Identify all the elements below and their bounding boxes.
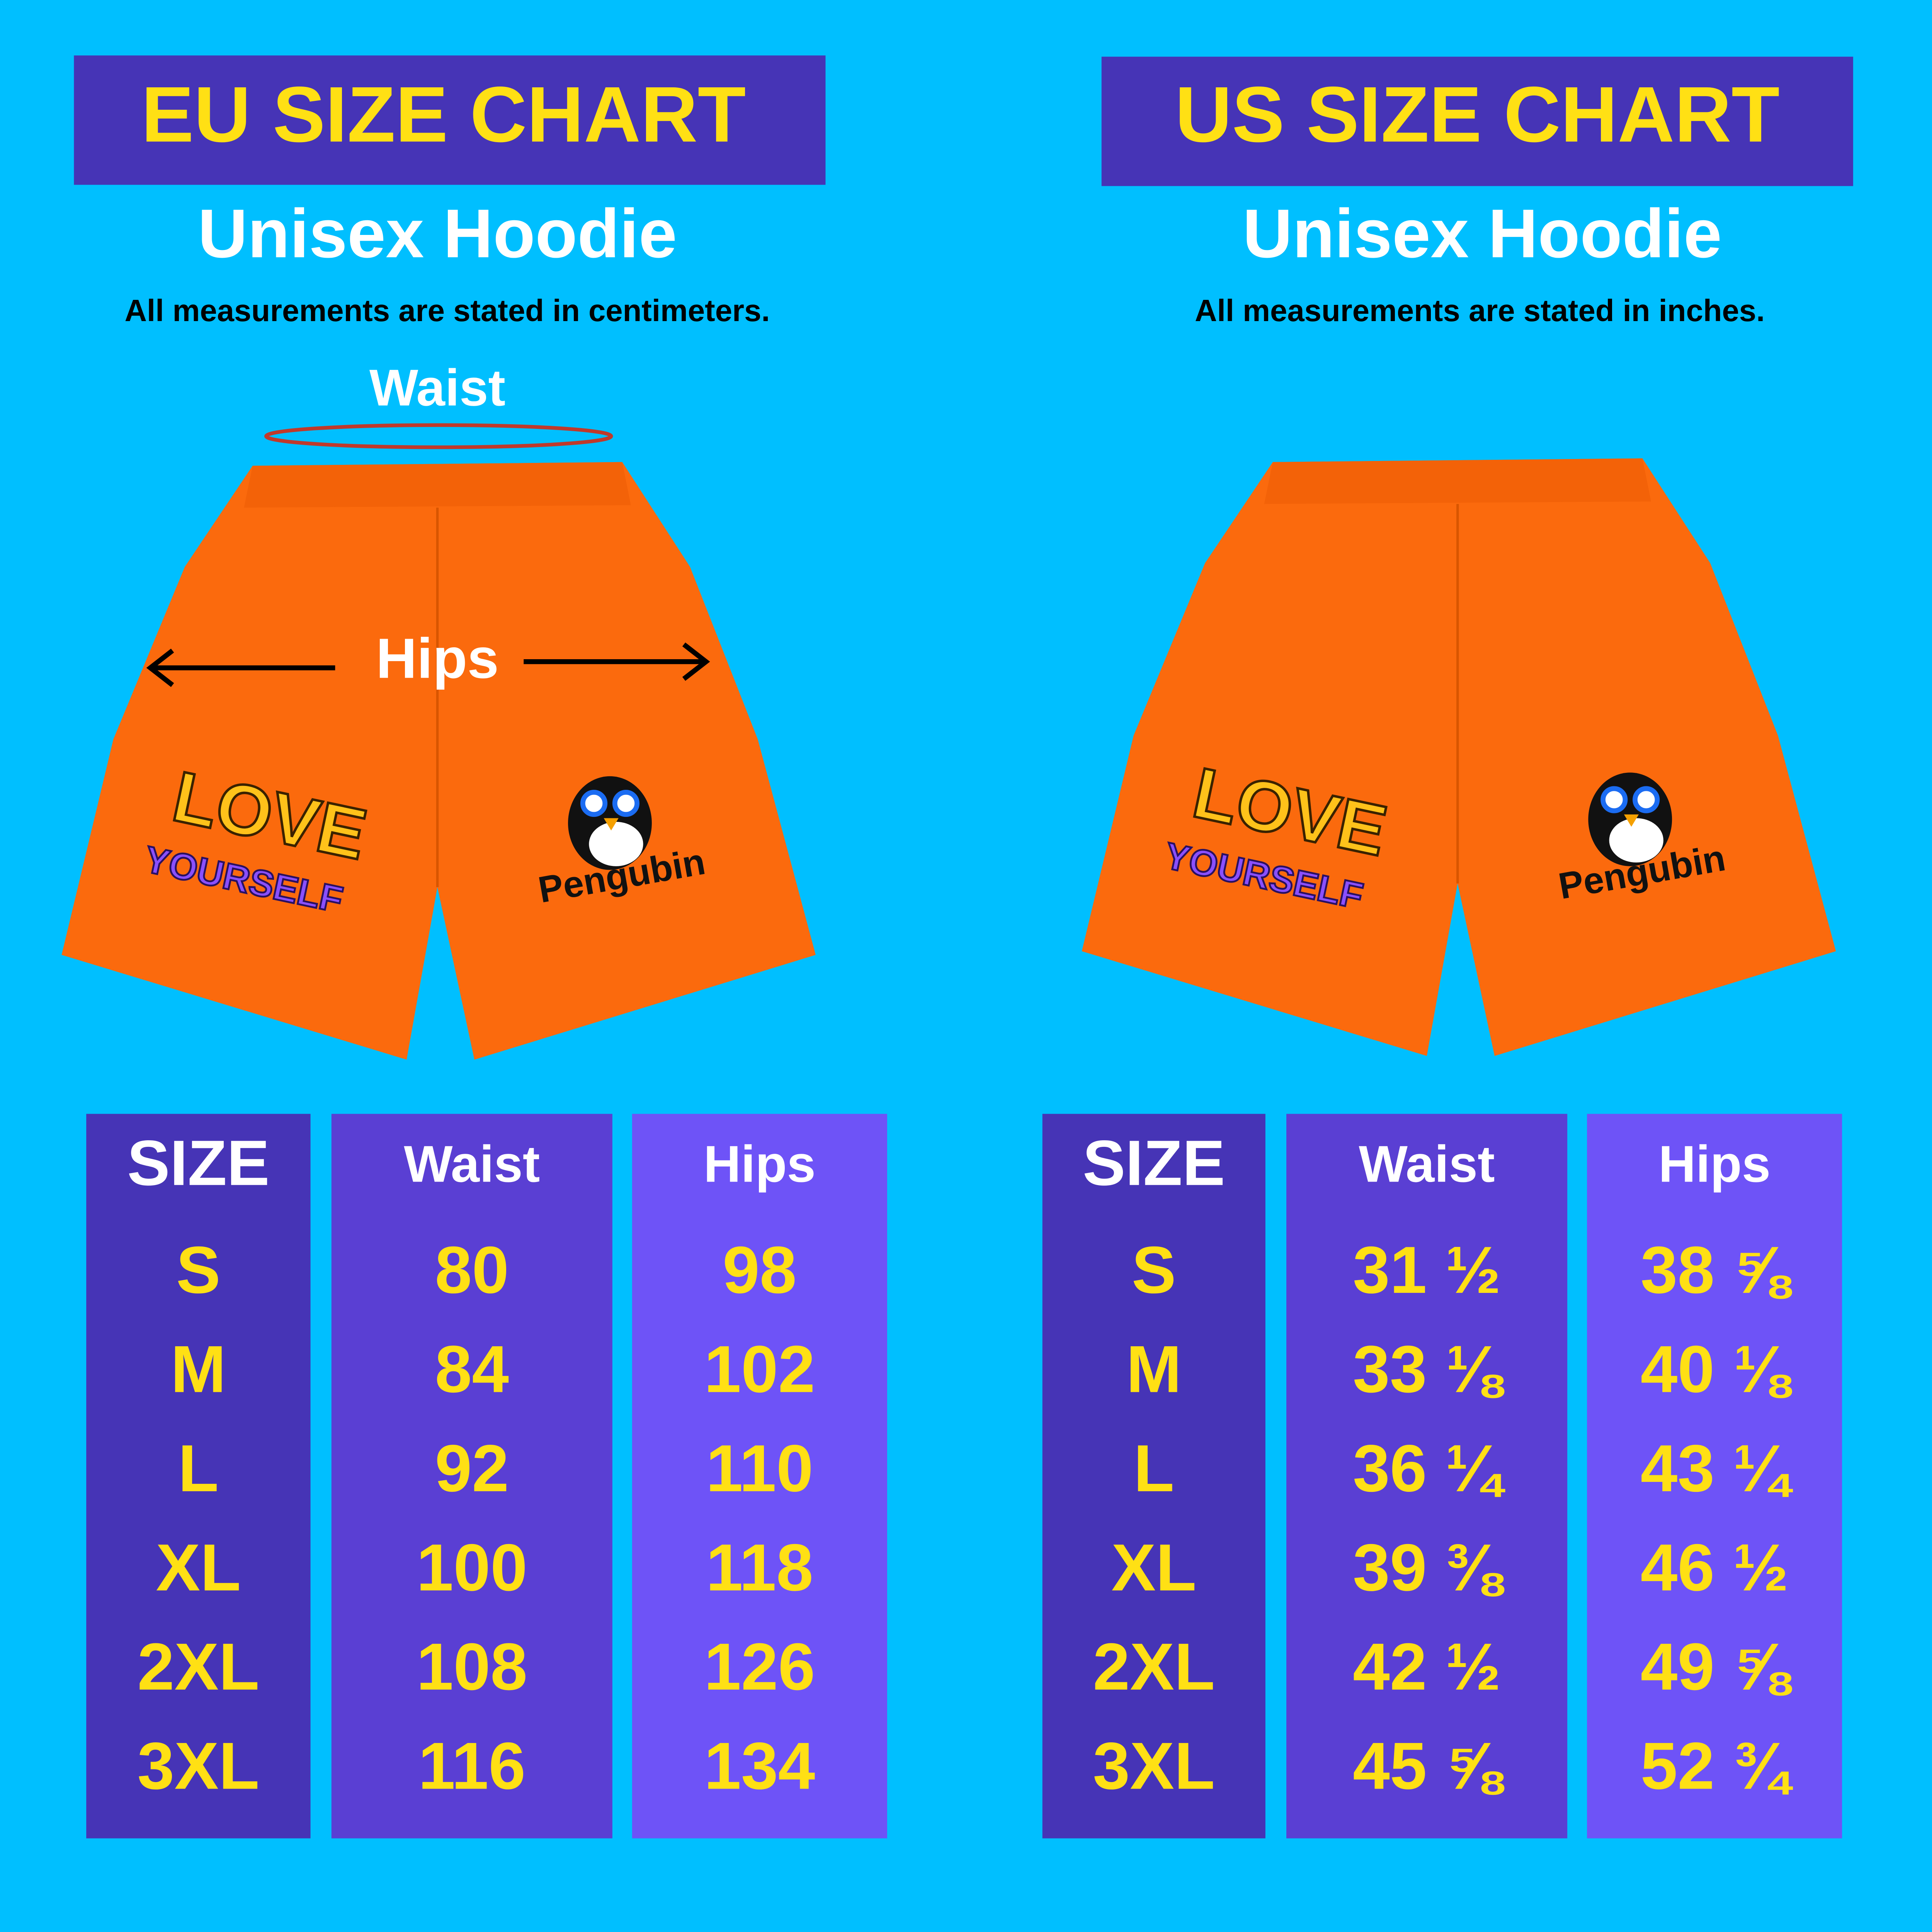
title: US SIZE CHART [1175, 70, 1780, 158]
value-cell: 116 [418, 1729, 526, 1803]
size-cell: 3XL [1093, 1729, 1215, 1803]
arrow-right [524, 642, 710, 681]
waist-label: Waist [369, 359, 505, 417]
value-cell: 31 ½ [1353, 1233, 1501, 1307]
penguin-beak [1624, 814, 1639, 827]
value-cell: 100 [417, 1531, 527, 1605]
value-cell: 92 [435, 1431, 509, 1505]
value-cell: 110 [706, 1431, 813, 1505]
column-header: SIZE [127, 1128, 270, 1199]
value-cell: 118 [706, 1531, 813, 1605]
value-cell: 108 [417, 1630, 527, 1704]
table-column [1286, 1114, 1568, 1838]
value-cell: 102 [704, 1332, 815, 1406]
value-cell: 38 ⅝ [1641, 1233, 1792, 1307]
penguin-eye [612, 790, 639, 817]
column-header: Waist [404, 1135, 540, 1193]
value-cell: 52 ¾ [1641, 1729, 1793, 1803]
value-cell: 46 ½ [1641, 1531, 1789, 1605]
note: All measurements are stated in inches. [1195, 293, 1765, 328]
note: All measurements are stated in centimete… [125, 293, 770, 328]
title-box [1101, 56, 1853, 186]
shorts-body [61, 462, 816, 1060]
penguin-belly [589, 821, 643, 866]
table-column [1587, 1114, 1842, 1838]
waistband [244, 462, 631, 508]
size-cell: 2XL [137, 1630, 259, 1704]
penguin-eye [1633, 786, 1660, 813]
table-column [86, 1114, 311, 1838]
size-table: SIZE SML XL 2XL 3XL Waist 31 ½ 33 ⅛ 36 ¼ 39 ⅜ 42 ½… [1042, 1114, 1842, 1838]
size-cell: M [171, 1332, 226, 1406]
eu-panel: EU SIZE CHART Unisex Hoodie All measurem… [61, 55, 887, 1838]
value-cell: 84 [435, 1332, 509, 1406]
size-cell: XL [156, 1531, 241, 1605]
penguin-eye [1600, 786, 1628, 813]
us-panel: US SIZE CHART Unisex Hoodie All measurem… [1042, 56, 1853, 1838]
size-table: SIZE SML XL 2XL 3XL Waist 80 84 92 100 108 116 Hips 9… [86, 1114, 887, 1838]
value-cell: 49 ⅝ [1641, 1630, 1792, 1704]
subtitle: Unisex Hoodie [1243, 195, 1722, 272]
size-cell: S [176, 1233, 221, 1307]
column-header: Hips [1658, 1135, 1770, 1193]
size-cell: L [178, 1431, 219, 1505]
value-cell: 80 [435, 1233, 509, 1307]
subtitle: Unisex Hoodie [198, 195, 677, 272]
title: EU SIZE CHART [141, 70, 746, 158]
value-cell: 40 ⅛ [1641, 1332, 1792, 1406]
size-cell: M [1126, 1332, 1182, 1406]
value-cell: 42 ½ [1353, 1630, 1501, 1704]
penguin-beak [604, 818, 619, 831]
table-column [632, 1114, 887, 1838]
size-cell: S [1132, 1233, 1176, 1307]
penguin-belly [1609, 818, 1663, 863]
size-cell: L [1134, 1431, 1174, 1505]
value-cell: 126 [704, 1630, 815, 1704]
size-cell: 3XL [137, 1729, 259, 1803]
value-cell: 39 ⅜ [1353, 1531, 1504, 1605]
table-column [331, 1114, 612, 1838]
size-cell: XL [1111, 1531, 1196, 1605]
value-cell: 134 [704, 1729, 815, 1803]
hips-arrows [146, 642, 710, 687]
waistband [1264, 458, 1651, 504]
value-cell: 43 ¼ [1641, 1431, 1793, 1505]
value-cell: 36 ¼ [1353, 1431, 1505, 1505]
value-cell: 45 ⅝ [1353, 1729, 1504, 1803]
size-cell: 2XL [1093, 1630, 1215, 1704]
table-column [1042, 1114, 1265, 1838]
title-box [74, 55, 826, 185]
hips-label: Hips [376, 627, 499, 690]
penguin-eye [580, 790, 608, 817]
column-header: Hips [704, 1135, 816, 1193]
waist-ellipse [264, 423, 613, 449]
arrow-left [146, 648, 335, 687]
value-cell: 33 ⅛ [1353, 1332, 1504, 1406]
value-cell: 98 [723, 1233, 797, 1307]
column-header: SIZE [1083, 1128, 1225, 1199]
column-header: Waist [1359, 1135, 1495, 1193]
